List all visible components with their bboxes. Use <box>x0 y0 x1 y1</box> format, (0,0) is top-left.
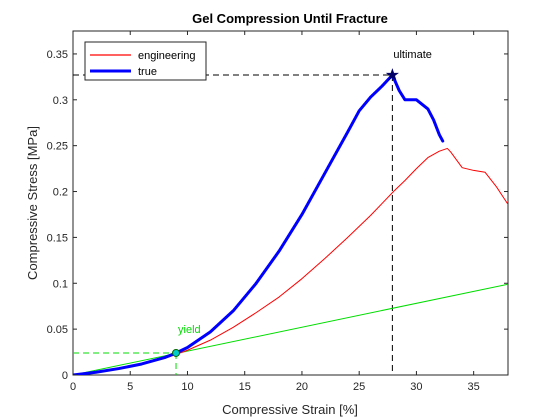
x-tick-label: 0 <box>70 381 76 393</box>
y-tick-label: 0 <box>62 370 68 382</box>
y-tick-label: 0.3 <box>53 95 68 107</box>
x-tick-label: 20 <box>296 381 308 393</box>
yield-point-marker <box>172 348 181 357</box>
x-tick-label: 25 <box>353 381 365 393</box>
legend-label-true: true <box>138 66 157 78</box>
y-tick-label: 0.25 <box>47 141 68 153</box>
legend: engineering true <box>84 41 207 81</box>
yield-offset-line <box>73 283 508 375</box>
x-tick-label: 30 <box>410 381 422 393</box>
axes-box <box>72 30 509 376</box>
legend-box <box>84 41 207 81</box>
ultimate-point-marker <box>385 68 399 81</box>
y-tick-label: 0.05 <box>47 324 68 336</box>
yield-annotation: yield <box>178 324 201 336</box>
y-tick-label: 0.2 <box>53 187 68 199</box>
x-tick-label: 15 <box>239 381 251 393</box>
x-tick-label: 5 <box>127 381 133 393</box>
y-tick-label: 0.35 <box>47 49 68 61</box>
x-axis-label: Compressive Strain [%] <box>222 402 358 417</box>
series-line-true <box>73 73 445 375</box>
x-tick-label: 35 <box>468 381 480 393</box>
legend-label-engineering: engineering <box>138 50 196 62</box>
y-tick-label: 0.1 <box>53 278 68 290</box>
y-axis-label: Compressive Stress [MPa] <box>25 126 40 280</box>
ultimate-annotation: ultimate <box>393 49 432 61</box>
y-tick-label: 0.15 <box>47 232 68 244</box>
x-tick-label: 10 <box>181 381 193 393</box>
chart-title: Gel Compression Until Fracture <box>192 11 388 26</box>
